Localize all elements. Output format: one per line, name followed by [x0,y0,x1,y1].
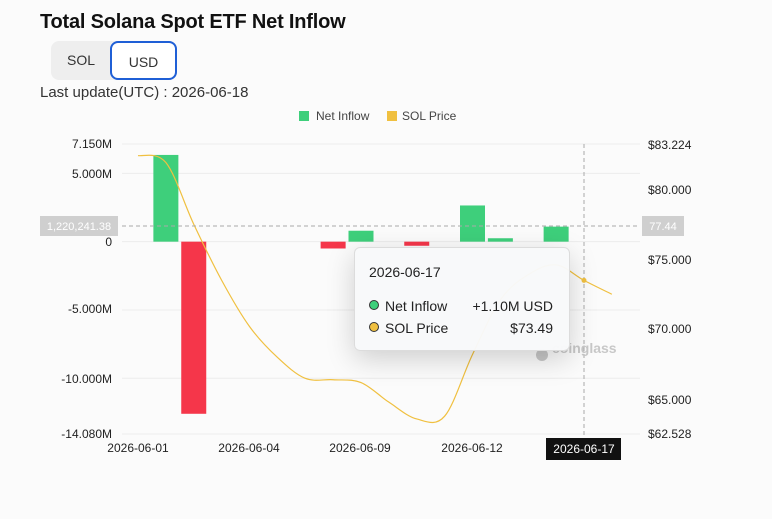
right-tick: $70.000 [648,322,692,336]
inflow-bar[interactable] [460,205,485,242]
legend: Net Inflow SOL Price [299,109,457,123]
bar-series [153,154,569,414]
legend-label-net-inflow: Net Inflow [316,109,370,123]
left-tick: -14.080M [61,427,112,441]
crosshair-left-badge [40,216,118,236]
inflow-bar[interactable] [153,154,179,242]
right-tick: $62.528 [648,427,692,441]
sol-price-dot-icon [369,322,379,332]
crosshair-right-value: 77.44 [649,221,677,233]
right-tick: $65.000 [648,393,692,407]
tooltip: 2026-06-17 Net Inflow +1.10M USD SOL Pri… [354,247,570,351]
tooltip-price-label: SOL Price [385,320,449,336]
currency-toggle: SOL USD [51,41,177,80]
inflow-bar[interactable] [543,226,569,242]
tooltip-inflow-value: +1.10M USD [472,298,553,314]
x-tick: 2026-06-12 [441,441,503,455]
right-axis: $83.224 $80.000 $75.000 $70.000 $65.000 … [648,138,692,441]
tooltip-price-value: $73.49 [510,320,553,336]
inflow-bar[interactable] [348,230,374,242]
crosshair-left-value: 1,220,241.38 [47,221,111,233]
crosshair-x-badge [546,438,621,460]
left-tick: -10.000M [61,372,112,386]
x-axis: 2026-06-01 2026-06-04 2026-06-09 2026-06… [107,438,621,460]
x-tick: 2026-06-01 [107,441,169,455]
inflow-bar[interactable] [181,241,207,414]
inflow-bar[interactable] [404,241,430,246]
usd-toggle-button[interactable]: USD [110,41,177,80]
price-point-marker [581,277,587,283]
last-update-text: Last update(UTC) : 2026-06-18 [40,84,249,101]
inflow-bar[interactable] [487,238,513,242]
x-tick: 2026-06-09 [329,441,391,455]
crosshair-right-badge [642,216,684,236]
left-tick: -5.000M [68,302,112,316]
left-tick: 5.000M [72,167,112,181]
watermark-logo-icon [536,349,548,361]
net-inflow-dot-icon [369,300,379,310]
crosshair-x-label: 2026-06-17 [553,442,615,456]
tooltip-row-inflow: Net Inflow +1.10M USD [369,297,553,315]
chart-title: Total Solana Spot ETF Net Inflow [40,11,346,33]
sol-toggle-button[interactable]: SOL [66,52,95,68]
legend-swatch-sol-price [387,111,397,121]
crosshair: 1,220,241.38 77.44 [40,144,684,436]
left-tick: 0 [105,235,112,249]
tooltip-row-price: SOL Price $73.49 [369,319,553,337]
legend-swatch-net-inflow [299,111,309,121]
left-tick: 7.150M [72,137,112,151]
right-tick: $83.224 [648,138,692,152]
right-tick: $75.000 [648,253,692,267]
legend-label-sol-price: SOL Price [402,109,457,123]
left-axis: 7.150M 5.000M 0 -5.000M -10.000M -14.080… [61,137,112,441]
inflow-bar[interactable] [320,241,346,249]
tooltip-date: 2026-06-17 [369,264,441,280]
right-tick: $80.000 [648,183,692,197]
x-tick: 2026-06-04 [218,441,280,455]
tooltip-inflow-label: Net Inflow [385,298,448,314]
